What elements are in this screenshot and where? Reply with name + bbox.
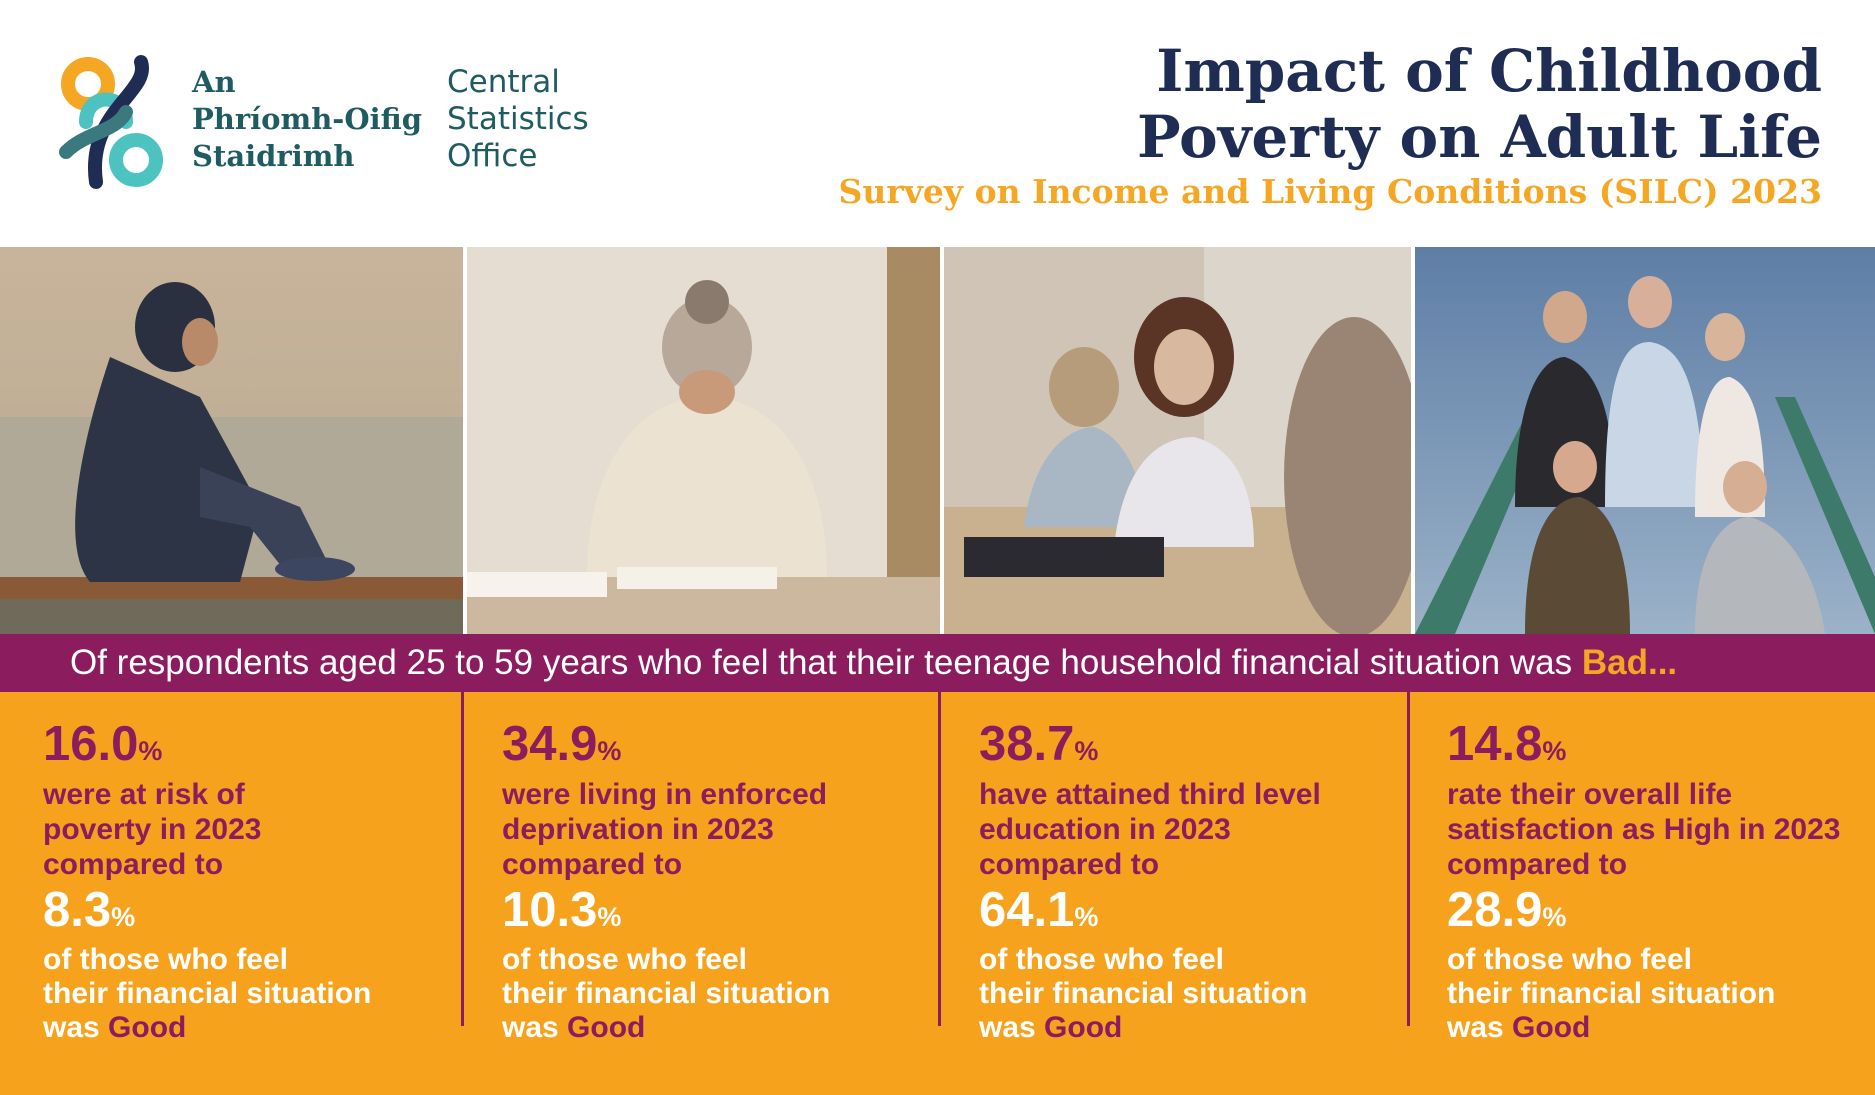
compare-number: 10.3: [502, 883, 598, 937]
stat-card-education: 38.7% have attained third level educatio…: [979, 692, 1321, 1095]
stats-panel: 16.0% were at risk of poverty in 2023 co…: [0, 692, 1875, 1095]
compare-number: 64.1: [979, 883, 1075, 937]
compare-last-line: was Good: [979, 1011, 1321, 1045]
compare-last-line: was Good: [43, 1011, 371, 1045]
stat-unit: %: [1074, 736, 1099, 766]
cso-logo-icon: [59, 55, 163, 189]
column-divider: [1407, 692, 1410, 1026]
compare-number: 8.3: [43, 883, 112, 937]
compare-line: of those who feel: [502, 943, 748, 976]
group-of-teens-on-stairs-photo: [1411, 247, 1875, 634]
page-title: Impact of Childhood Poverty on Adult Lif…: [1137, 38, 1822, 170]
stat-desc-line: deprivation in 2023: [502, 813, 774, 846]
compare-value: 64.1%: [979, 884, 1321, 943]
compare-emphasis: Good: [108, 1011, 187, 1044]
compare-line: their financial situation: [1447, 977, 1776, 1010]
org-english-line: Statistics: [447, 101, 589, 137]
compare-line: their financial situation: [43, 977, 372, 1010]
page-subtitle: Survey on Income and Living Conditions (…: [838, 172, 1822, 211]
column-divider: [461, 692, 464, 1026]
compare-last-prefix: was: [502, 1011, 568, 1044]
org-irish-line: Phríomh-Oifig: [192, 102, 422, 136]
title-line: Impact of Childhood: [1156, 37, 1822, 105]
stat-desc-line: were living in enforced: [502, 778, 828, 811]
stat-unit: %: [597, 736, 622, 766]
compare-last-prefix: was: [43, 1011, 109, 1044]
stat-description: rate their overall life satisfaction as …: [1447, 777, 1840, 882]
compare-last-line: was Good: [502, 1011, 830, 1045]
compare-value: 28.9%: [1447, 884, 1840, 943]
stat-unit: %: [1542, 736, 1567, 766]
stat-desc-line: compared to: [502, 848, 683, 881]
stat-desc-line: were at risk of: [43, 778, 245, 811]
stat-desc-line: compared to: [1447, 848, 1628, 881]
students-in-classroom-photo: [940, 247, 1411, 634]
stat-description: were living in enforced deprivation in 2…: [502, 777, 830, 882]
org-irish-line: An: [192, 65, 236, 99]
org-irish-line: Staidrimh: [192, 139, 355, 173]
stat-card-poverty: 16.0% were at risk of poverty in 2023 co…: [43, 692, 371, 1095]
compare-emphasis: Good: [1044, 1011, 1123, 1044]
stat-card-life-satisfaction: 14.8% rate their overall life satisfacti…: [1447, 692, 1840, 1095]
compare-unit: %: [597, 902, 622, 932]
stat-value: 16.0%: [43, 718, 371, 777]
compare-last-prefix: was: [979, 1011, 1045, 1044]
org-english-line: Office: [447, 138, 538, 174]
stat-desc-line: satisfaction as High in 2023: [1447, 813, 1841, 846]
compare-unit: %: [1074, 902, 1099, 932]
banner-text: Of respondents aged 25 to 59 years who f…: [70, 643, 1582, 682]
compare-emphasis: Good: [567, 1011, 646, 1044]
stat-desc-line: poverty in 2023: [43, 813, 262, 846]
stat-description: have attained third level education in 2…: [979, 777, 1321, 882]
teen-sitting-on-bench-photo: [0, 247, 463, 634]
compare-line: of those who feel: [43, 943, 289, 976]
stat-unit: %: [138, 736, 163, 766]
compare-line: their financial situation: [502, 977, 831, 1010]
header: An Phríomh-Oifig Staidrimh Central Stati…: [0, 0, 1875, 247]
stat-value: 38.7%: [979, 718, 1321, 777]
compare-line: their financial situation: [979, 977, 1308, 1010]
title-line: Poverty on Adult Life: [1136, 103, 1822, 171]
photo-strip: [0, 247, 1875, 634]
stat-value: 34.9%: [502, 718, 830, 777]
stat-desc-line: compared to: [979, 848, 1160, 881]
stat-number: 38.7: [979, 717, 1075, 771]
org-name-english: Central Statistics Office: [447, 64, 589, 175]
compare-description: of those who feel their financial situat…: [1447, 943, 1840, 1045]
stat-desc-line: education in 2023: [979, 813, 1231, 846]
compare-unit: %: [111, 902, 136, 932]
stat-desc-line: rate their overall life: [1447, 778, 1733, 811]
banner-text-block: Of respondents aged 25 to 59 years who f…: [70, 634, 1677, 692]
compare-value: 10.3%: [502, 884, 830, 943]
org-english-line: Central: [447, 64, 560, 100]
stat-number: 14.8: [1447, 717, 1543, 771]
stat-desc-line: compared to: [43, 848, 224, 881]
compare-description: of those who feel their financial situat…: [979, 943, 1321, 1045]
girl-wrapped-in-blanket-photo: [463, 247, 940, 634]
org-name-irish: An Phríomh-Oifig Staidrimh: [192, 64, 422, 175]
stat-number: 16.0: [43, 717, 139, 771]
compare-number: 28.9: [1447, 883, 1543, 937]
compare-line: of those who feel: [979, 943, 1225, 976]
compare-last-line: was Good: [1447, 1011, 1840, 1045]
compare-line: of those who feel: [1447, 943, 1693, 976]
banner-emphasis: Bad...: [1581, 643, 1678, 682]
stat-description: were at risk of poverty in 2023 compared…: [43, 777, 371, 882]
stat-desc-line: have attained third level: [979, 778, 1321, 811]
compare-value: 8.3%: [43, 884, 371, 943]
column-divider: [938, 692, 941, 1026]
stat-number: 34.9: [502, 717, 598, 771]
stat-card-deprivation: 34.9% were living in enforced deprivatio…: [502, 692, 830, 1095]
compare-description: of those who feel their financial situat…: [502, 943, 830, 1045]
stat-value: 14.8%: [1447, 718, 1840, 777]
compare-last-prefix: was: [1447, 1011, 1513, 1044]
compare-description: of those who feel their financial situat…: [43, 943, 371, 1045]
banner: Of respondents aged 25 to 59 years who f…: [0, 634, 1875, 692]
compare-emphasis: Good: [1512, 1011, 1591, 1044]
compare-unit: %: [1542, 902, 1567, 932]
